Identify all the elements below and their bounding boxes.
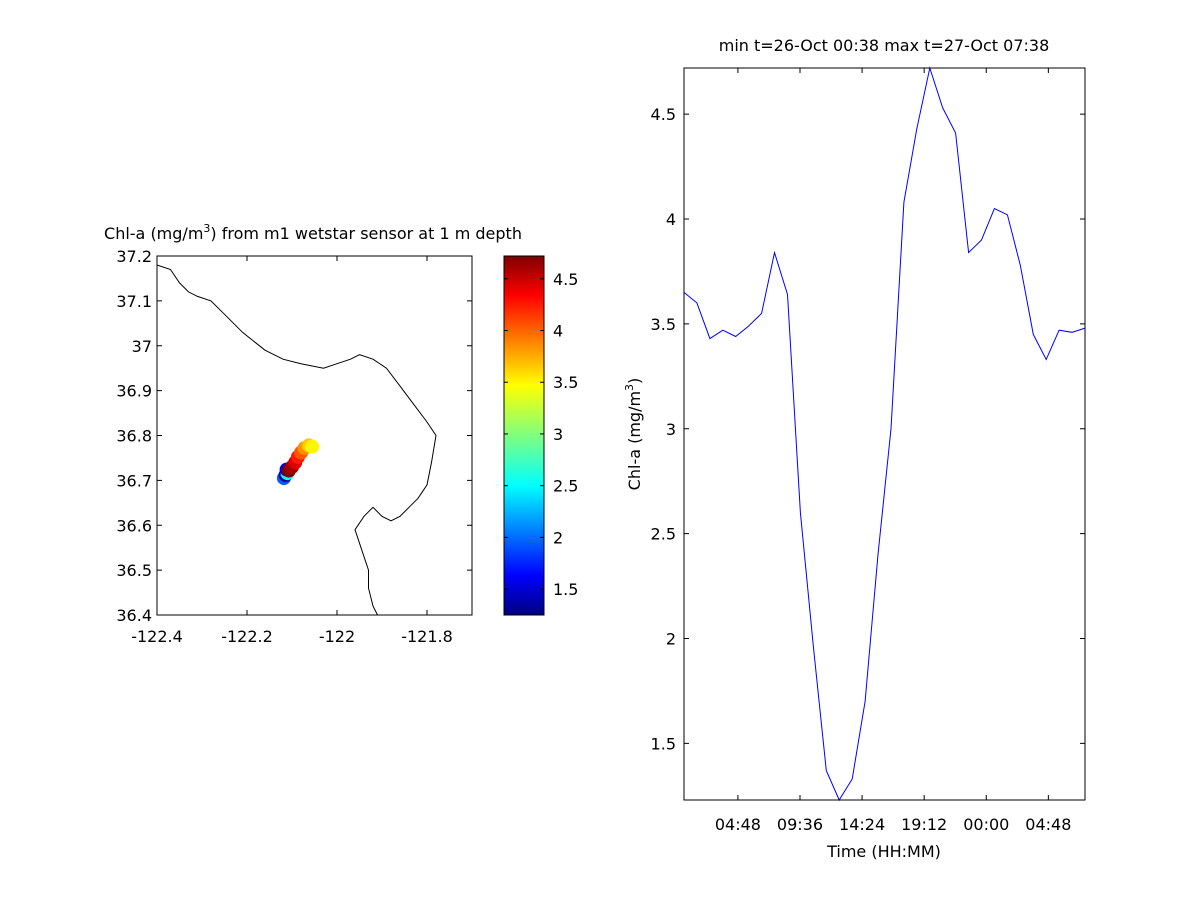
map-panel: Chl-a (mg/m3) from m1 wetstar sensor at … xyxy=(104,222,522,646)
map-title-prefix: Chl-a (mg/m xyxy=(104,224,203,243)
ts-y-tick-label: 4.5 xyxy=(651,105,676,124)
coastline-path xyxy=(156,264,437,616)
map-title-suffix: ) from m1 wetstar sensor at 1 m depth xyxy=(210,224,522,243)
ts-y-tick-label: 2 xyxy=(666,629,676,648)
colorbar-panel: 1.5 2 2.5 3 3.5 4 4.5 xyxy=(503,255,578,616)
timeseries-y-axis-label: Chl-a (mg/m3) xyxy=(623,378,644,491)
map-y-tick-label: 36.5 xyxy=(116,561,152,580)
map-title-superscript: 3 xyxy=(203,222,210,235)
ts-y-tick-label: 3.5 xyxy=(651,315,676,334)
map-y-tick-label: 36.7 xyxy=(116,471,152,490)
colorbar-tick-label: 3.5 xyxy=(553,373,578,392)
colorbar-gradient xyxy=(503,255,545,616)
ts-x-tick-label: 04:48 xyxy=(715,815,761,834)
timeseries-x-axis-label: Time (HH:MM) xyxy=(826,842,941,861)
timeseries-line-layer xyxy=(683,66,1086,802)
ts-y-tick-label: 3 xyxy=(666,420,676,439)
ts-x-tick-label: 14:24 xyxy=(839,815,885,834)
map-x-tick-label: -122.4 xyxy=(131,627,183,646)
colorbar-tick-label: 2.5 xyxy=(553,477,578,496)
sensor-point-11 xyxy=(305,439,320,454)
map-y-tick-label: 36.4 xyxy=(116,606,152,625)
map-y-ticks: 36.4 36.5 36.6 36.7 36.8 36.9 37 37.1 37.2 xyxy=(116,247,472,625)
colorbar-tick-label: 4 xyxy=(553,321,563,340)
map-y-tick-label: 37 xyxy=(132,337,152,356)
timeseries-axes-box xyxy=(683,67,1086,801)
ts-y-tick-label: 1.5 xyxy=(651,734,676,753)
sensor-points-layer xyxy=(276,438,320,486)
colorbar-ticks: 1.5 2 2.5 3 3.5 4 4.5 xyxy=(504,270,578,599)
map-y-tick-label: 36.6 xyxy=(116,516,152,535)
colorbar-tick-label: 4.5 xyxy=(553,270,578,289)
ts-x-tick-label: 09:36 xyxy=(777,815,823,834)
map-x-ticks: -122.4 -122.2 -122 -121.8 xyxy=(131,256,453,646)
timeseries-y-ticks: 1.5 2 2.5 3 3.5 4 4.5 xyxy=(651,105,1085,753)
map-y-tick-label: 36.8 xyxy=(116,427,152,446)
coastline-layer xyxy=(156,264,437,616)
y-axis-label-prefix: Chl-a (mg/m xyxy=(625,391,644,490)
colorbar-tick-label: 3 xyxy=(553,425,563,444)
y-axis-label-suffix: ) xyxy=(625,378,644,384)
y-axis-label-superscript: 3 xyxy=(623,384,636,391)
colorbar-tick-label: 2 xyxy=(553,528,563,547)
ts-y-tick-label: 4 xyxy=(666,210,676,229)
colorbar-tick-label: 1.5 xyxy=(553,580,578,599)
timeseries-x-ticks: 04:48 09:36 14:24 19:12 00:00 04:48 xyxy=(715,68,1071,834)
ts-x-tick-label: 04:48 xyxy=(1025,815,1071,834)
map-x-tick-label: -121.8 xyxy=(401,627,453,646)
ts-x-tick-label: 00:00 xyxy=(963,815,1009,834)
timeseries-panel: min t=26-Oct 00:38 max t=27-Oct 07:38 04… xyxy=(623,36,1086,861)
map-y-tick-label: 36.9 xyxy=(116,382,152,401)
map-title: Chl-a (mg/m3) from m1 wetstar sensor at … xyxy=(104,222,522,243)
timeseries-line-0 xyxy=(683,66,1086,802)
ts-y-tick-label: 2.5 xyxy=(651,525,676,544)
map-y-tick-label: 37.1 xyxy=(116,292,152,311)
map-y-tick-label: 37.2 xyxy=(116,247,152,266)
timeseries-title: min t=26-Oct 00:38 max t=27-Oct 07:38 xyxy=(719,36,1050,55)
map-x-tick-label: -122 xyxy=(319,627,355,646)
ts-x-tick-label: 19:12 xyxy=(901,815,947,834)
map-x-tick-label: -122.2 xyxy=(221,627,273,646)
